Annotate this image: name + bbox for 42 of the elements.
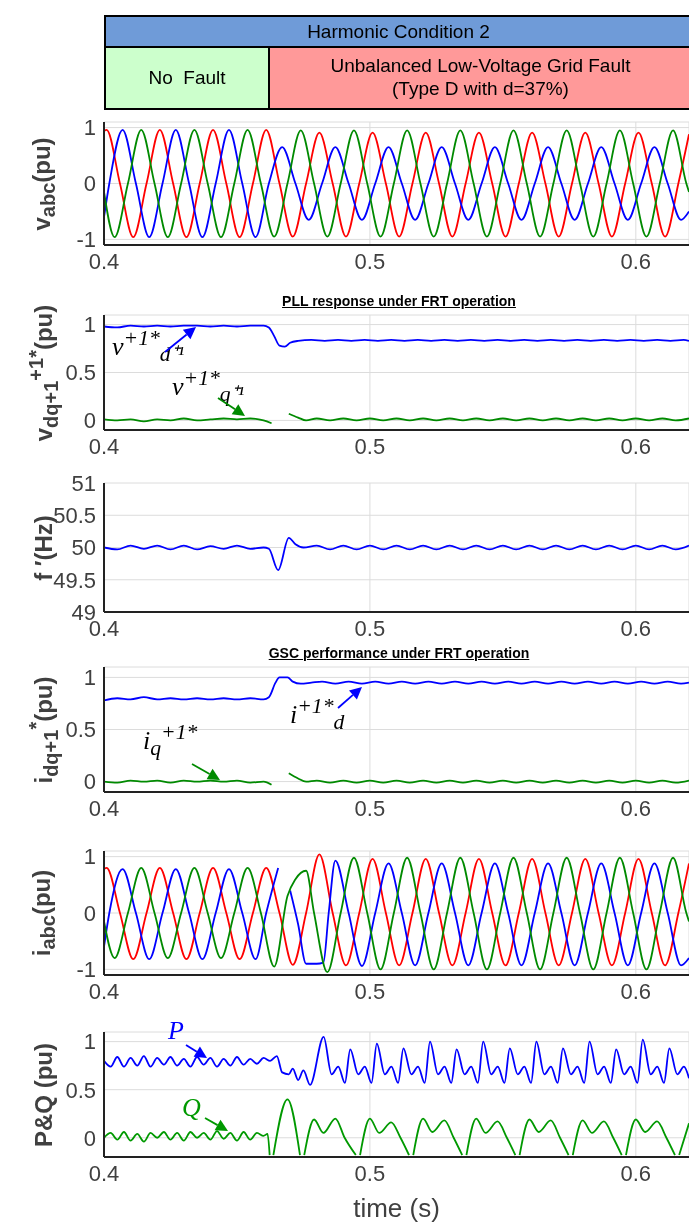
y-tick-label: 1 bbox=[83, 844, 96, 870]
legend-label: P bbox=[168, 1016, 184, 1045]
y-tick-label: 0.5 bbox=[65, 1077, 96, 1103]
y-tick-label: 0 bbox=[83, 1125, 96, 1151]
y-tick-label: 0 bbox=[83, 769, 96, 795]
y-tick-label: 1 bbox=[83, 1029, 96, 1055]
x-tick-label: 0.6 bbox=[620, 248, 652, 274]
y-tick-label: 0 bbox=[83, 900, 96, 926]
x-tick-label: 0.4 bbox=[88, 795, 120, 821]
x-tick-label: 0.5 bbox=[354, 978, 386, 1004]
chart-title: PLL response under FRT operation bbox=[281, 292, 517, 311]
x-tick-label: 0.6 bbox=[620, 795, 652, 821]
legend-label: Q bbox=[182, 1093, 201, 1122]
y-tick-label: 1 bbox=[83, 312, 96, 338]
line-series bbox=[104, 128, 689, 239]
x-tick-label: 0.5 bbox=[354, 433, 386, 459]
x-tick-label: 0.5 bbox=[354, 1160, 386, 1186]
x-tick-label: 0.5 bbox=[354, 248, 386, 274]
x-tick-label: 0.6 bbox=[620, 1160, 652, 1186]
y-tick-label: 0.5 bbox=[65, 360, 96, 386]
y-tick-label: 0 bbox=[83, 171, 96, 197]
y-tick-label: 0.5 bbox=[65, 717, 96, 743]
text: Harmonic Condition 2 bbox=[104, 15, 689, 48]
x-tick-label: 0.6 bbox=[620, 615, 652, 641]
line-series bbox=[104, 536, 689, 571]
x-tick-label: 0.5 bbox=[354, 795, 386, 821]
x-axis-title: time (s) bbox=[352, 1193, 441, 1224]
x-tick-label: 0.6 bbox=[620, 978, 652, 1004]
y-tick-label: 51 bbox=[71, 470, 96, 496]
y-tick-label: 49.5 bbox=[53, 567, 96, 593]
y-tick-label: 0 bbox=[83, 408, 96, 434]
y-tick-label: 1 bbox=[83, 115, 96, 141]
x-tick-label: 0.4 bbox=[88, 433, 120, 459]
y-tick-label: 1 bbox=[83, 665, 96, 691]
x-tick-label: 0.6 bbox=[620, 433, 652, 459]
y-axis-title: P&Q (pu) bbox=[30, 1042, 58, 1147]
text: Unbalanced Low-Voltage Grid Fault (Type D with d=37%) bbox=[268, 46, 689, 110]
chart-title: GSC performance under FRT operation bbox=[267, 644, 531, 663]
text: No Fault bbox=[104, 46, 270, 110]
x-tick-label: 0.4 bbox=[88, 1160, 120, 1186]
y-tick-label: 50 bbox=[71, 535, 96, 561]
x-tick-label: 0.5 bbox=[354, 615, 386, 641]
